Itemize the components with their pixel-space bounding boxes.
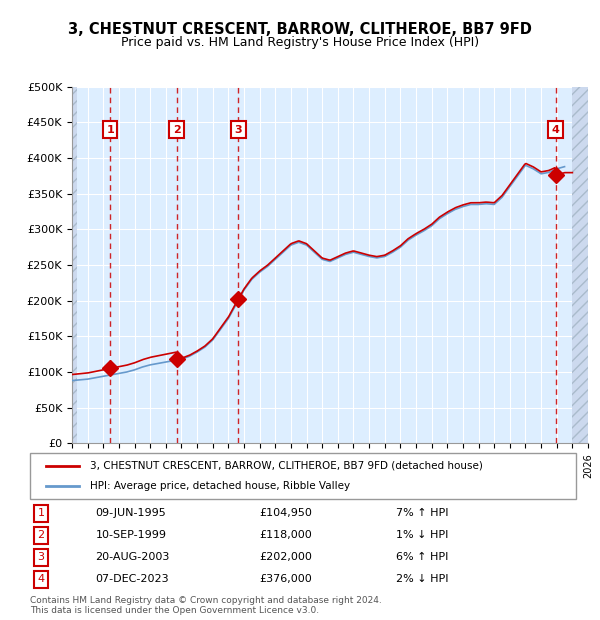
FancyBboxPatch shape (30, 453, 576, 499)
Text: £118,000: £118,000 (259, 530, 312, 540)
Text: 1% ↓ HPI: 1% ↓ HPI (396, 530, 448, 540)
Text: 09-JUN-1995: 09-JUN-1995 (95, 508, 166, 518)
Bar (72, 87, 76, 443)
Text: 3, CHESTNUT CRESCENT, BARROW, CLITHEROE, BB7 9FD: 3, CHESTNUT CRESCENT, BARROW, CLITHEROE,… (68, 22, 532, 37)
Text: 1: 1 (106, 125, 114, 135)
Text: £202,000: £202,000 (259, 552, 312, 562)
Text: 2% ↓ HPI: 2% ↓ HPI (396, 574, 448, 584)
Text: 10-SEP-1999: 10-SEP-1999 (95, 530, 167, 540)
Bar (572, 87, 588, 443)
Text: £376,000: £376,000 (259, 574, 312, 584)
Text: 3, CHESTNUT CRESCENT, BARROW, CLITHEROE, BB7 9FD (detached house): 3, CHESTNUT CRESCENT, BARROW, CLITHEROE,… (90, 461, 483, 471)
Text: This data is licensed under the Open Government Licence v3.0.: This data is licensed under the Open Gov… (30, 606, 319, 616)
Text: 3: 3 (37, 552, 44, 562)
Text: 2: 2 (173, 125, 181, 135)
Bar (72, 87, 77, 443)
Bar (572, 87, 588, 443)
Text: 4: 4 (37, 574, 44, 584)
Text: 07-DEC-2023: 07-DEC-2023 (95, 574, 169, 584)
Text: 7% ↑ HPI: 7% ↑ HPI (396, 508, 448, 518)
Text: 2: 2 (37, 530, 44, 540)
Text: 20-AUG-2003: 20-AUG-2003 (95, 552, 170, 562)
Text: 1: 1 (37, 508, 44, 518)
Text: HPI: Average price, detached house, Ribble Valley: HPI: Average price, detached house, Ribb… (90, 481, 350, 491)
Text: 4: 4 (551, 125, 560, 135)
Text: 3: 3 (235, 125, 242, 135)
Text: Price paid vs. HM Land Registry's House Price Index (HPI): Price paid vs. HM Land Registry's House … (121, 36, 479, 49)
Text: £104,950: £104,950 (259, 508, 312, 518)
Text: 6% ↑ HPI: 6% ↑ HPI (396, 552, 448, 562)
Text: Contains HM Land Registry data © Crown copyright and database right 2024.: Contains HM Land Registry data © Crown c… (30, 596, 382, 606)
